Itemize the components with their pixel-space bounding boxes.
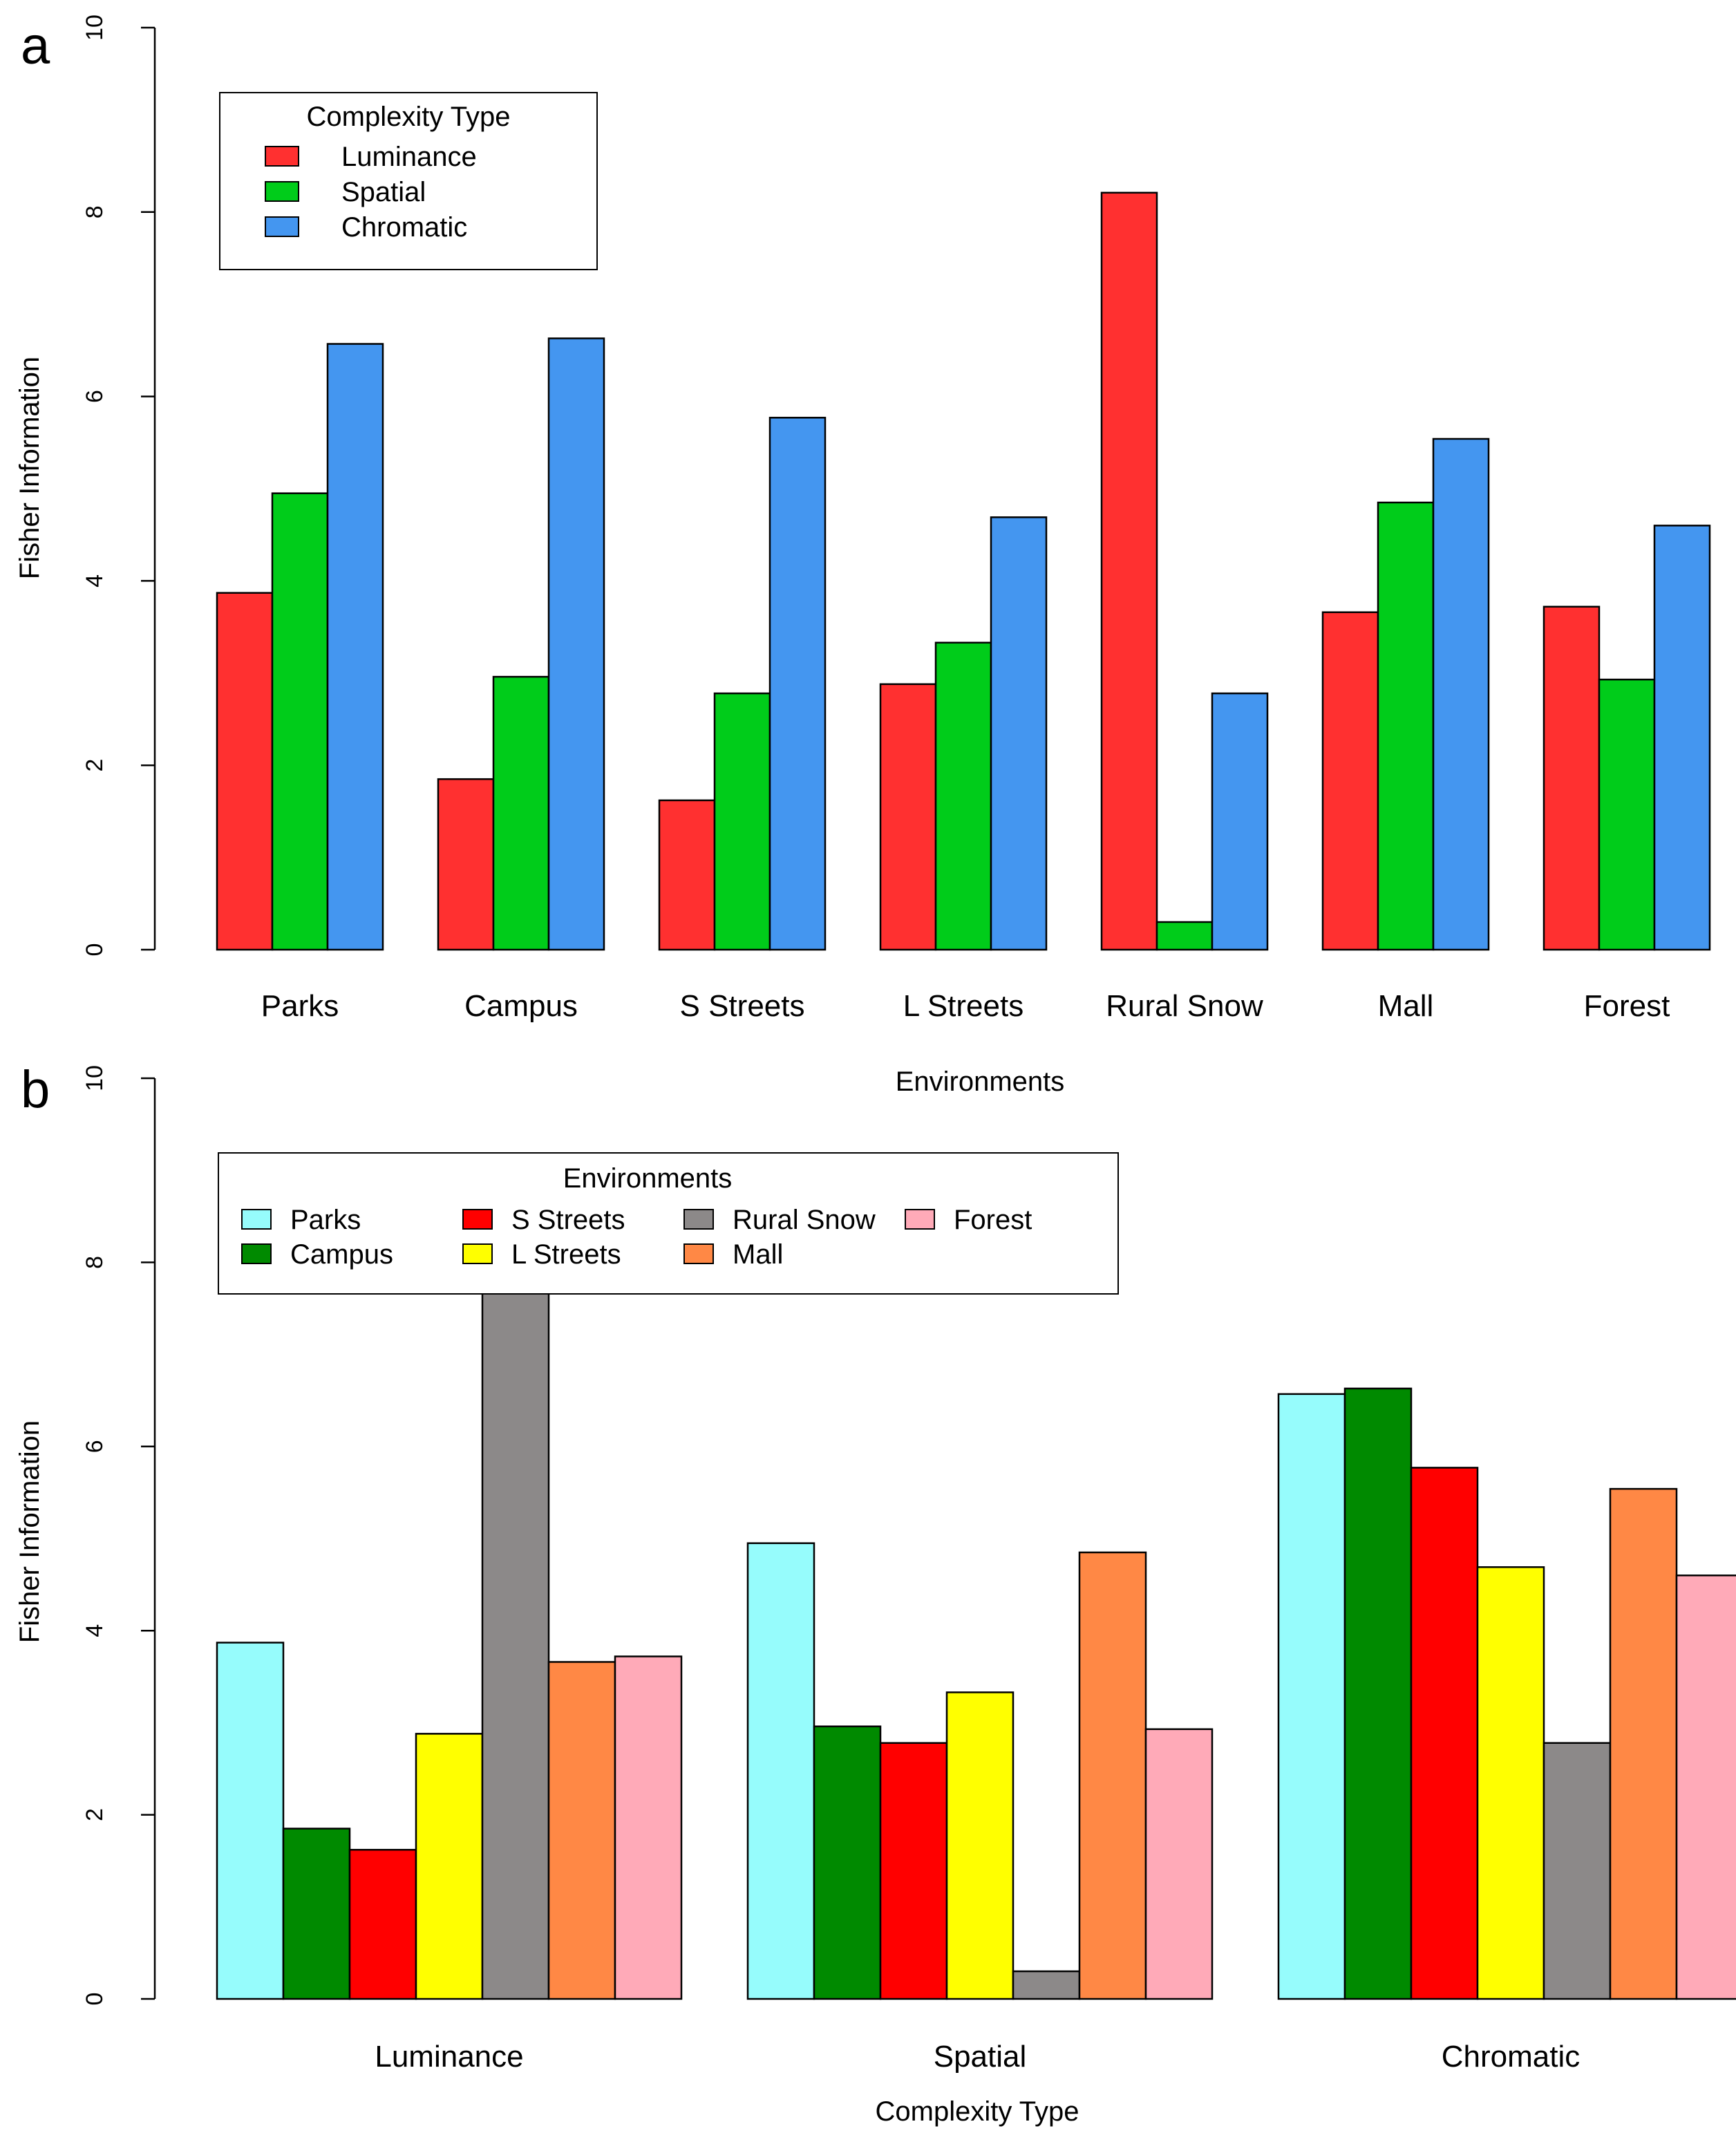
x-tick-label-b: Spatial <box>934 2040 1027 2074</box>
bar-b-spatial-campus <box>813 1725 882 2000</box>
y-tick-label-b: 2 <box>82 1808 108 1821</box>
bar-b-chromatic-mall <box>1609 1487 1678 2000</box>
bar-b-luminance-campus <box>282 1827 351 2000</box>
legend-title-a: Complexity Type <box>307 102 511 132</box>
bar-a-s-streets-chromatic <box>768 417 827 951</box>
x-tick-label-a: Forest <box>1584 989 1670 1023</box>
legend-swatch-b-mall <box>683 1243 714 1264</box>
panel-a-chart: 0 2 4 6 8 10 Fisher Information Parks Campus S St… <box>15 15 1711 1097</box>
y-tick-label-b: 6 <box>82 1440 108 1453</box>
bar-b-chromatic-campus <box>1343 1387 1413 2000</box>
panel-b-letter: b <box>21 1060 50 1119</box>
bar-b-chromatic-parks <box>1277 1393 1346 2000</box>
legend-swatch-b-s-streets <box>462 1209 493 1230</box>
legend-label-b-l-streets: L Streets <box>511 1239 621 1270</box>
x-tick-label-a: Rural Snow <box>1106 989 1263 1023</box>
panel-a-letter: a <box>21 17 50 75</box>
y-tick-label-a: 0 <box>82 943 108 957</box>
bar-a-s-streets-spatial <box>713 692 771 951</box>
bar-a-mall-luminance <box>1321 611 1379 951</box>
bar-b-luminance-s-streets <box>348 1848 417 2000</box>
bar-a-rural-snow-spatial <box>1155 921 1214 951</box>
bar-a-parks-luminance <box>216 592 274 951</box>
y-tick-label-b: 4 <box>82 1624 108 1637</box>
bar-a-campus-luminance <box>437 778 495 951</box>
x-axis-label-a: Environments <box>896 1066 1065 1097</box>
bar-b-spatial-mall <box>1078 1551 1147 2000</box>
x-tick-label-a: Parks <box>261 989 339 1023</box>
bar-a-campus-spatial <box>492 675 550 951</box>
y-tick-label-b: 8 <box>82 1256 108 1269</box>
legend-swatch-b-campus <box>241 1243 272 1264</box>
bar-a-l-streets-luminance <box>879 683 937 951</box>
y-tick-label-a: 4 <box>82 574 108 588</box>
legend-label-b-mall: Mall <box>733 1239 783 1270</box>
bar-b-spatial-rural-snow <box>1012 1970 1081 2000</box>
bar-b-chromatic-rural-snow <box>1542 1742 1612 2000</box>
legend-label-b-forest: Forest <box>954 1205 1032 1235</box>
legend-label-b-s-streets: S Streets <box>511 1205 625 1235</box>
bar-a-campus-chromatic <box>547 337 605 951</box>
legend-box-b <box>218 1152 1119 1295</box>
x-tick-label-a: Mall <box>1378 989 1434 1023</box>
bar-b-spatial-parks <box>746 1542 815 2000</box>
y-tick-label-a: 6 <box>82 390 108 403</box>
x-tick-label-a: S Streets <box>680 989 805 1023</box>
legend-label-b-rural-snow: Rural Snow <box>733 1205 876 1235</box>
bar-a-rural-snow-luminance <box>1100 191 1158 951</box>
bar-a-forest-luminance <box>1542 605 1601 951</box>
bar-b-chromatic-l-streets <box>1476 1566 1545 2000</box>
legend-title-b: Environments <box>563 1163 733 1194</box>
y-tick-label-b: 0 <box>82 1993 108 2006</box>
x-tick-label-a: Campus <box>464 989 578 1023</box>
y-tick-label-a: 8 <box>82 205 108 218</box>
bar-b-luminance-parks <box>216 1642 285 2000</box>
x-tick-label-b: Luminance <box>375 2040 523 2074</box>
bar-b-chromatic-forest <box>1675 1575 1736 2000</box>
legend-swatch-b-parks <box>241 1209 272 1230</box>
y-axis-label-a: Fisher Information <box>15 357 45 579</box>
panel-b-chart: 0 2 4 6 8 10 Fisher Information Luminance Spatia… <box>15 1065 1736 2127</box>
bar-b-luminance-rural-snow <box>481 1242 550 2000</box>
bar-b-spatial-l-streets <box>945 1691 1015 2000</box>
legend-swatch-b-rural-snow <box>683 1209 714 1230</box>
legend-label-a-spatial: Spatial <box>341 177 426 207</box>
bar-b-spatial-s-streets <box>879 1742 948 2000</box>
legend-label-b-campus: Campus <box>290 1239 393 1270</box>
x-tick-label-a: L Streets <box>903 989 1023 1023</box>
x-tick-label-b: Chromatic <box>1442 2040 1581 2074</box>
bar-a-rural-snow-chromatic <box>1211 692 1269 951</box>
y-tick-label-a: 2 <box>82 759 108 772</box>
bar-a-forest-spatial <box>1598 678 1656 951</box>
bar-b-luminance-mall <box>547 1661 616 2000</box>
legend-box-a <box>219 92 598 270</box>
bar-a-mall-spatial <box>1377 501 1435 951</box>
bar-b-chromatic-s-streets <box>1410 1467 1479 2000</box>
legend-swatch-b-forest <box>905 1209 935 1230</box>
y-tick-label-a: 10 <box>82 15 108 41</box>
legend-swatch-a-luminance <box>265 146 299 167</box>
bar-a-forest-chromatic <box>1653 525 1711 951</box>
legend-label-b-parks: Parks <box>290 1205 361 1235</box>
bar-a-l-streets-chromatic <box>990 516 1048 951</box>
legend-swatch-a-chromatic <box>265 216 299 237</box>
bar-b-spatial-forest <box>1144 1728 1214 2000</box>
bar-a-s-streets-luminance <box>658 799 716 951</box>
y-tick-label-b: 10 <box>82 1065 108 1091</box>
legend-label-a-luminance: Luminance <box>341 142 477 172</box>
bar-b-luminance-l-streets <box>415 1733 484 2000</box>
bar-a-mall-chromatic <box>1432 438 1490 951</box>
legend-label-a-chromatic: Chromatic <box>341 212 467 243</box>
bar-a-parks-spatial <box>271 492 329 951</box>
bar-b-luminance-forest <box>614 1655 683 2000</box>
x-axis-label-b: Complexity Type <box>876 2096 1079 2127</box>
y-axis-label-b: Fisher Information <box>15 1420 45 1643</box>
legend-swatch-b-l-streets <box>462 1243 493 1264</box>
bar-a-l-streets-spatial <box>934 641 992 951</box>
legend-swatch-a-spatial <box>265 181 299 202</box>
bar-a-parks-chromatic <box>326 343 384 951</box>
